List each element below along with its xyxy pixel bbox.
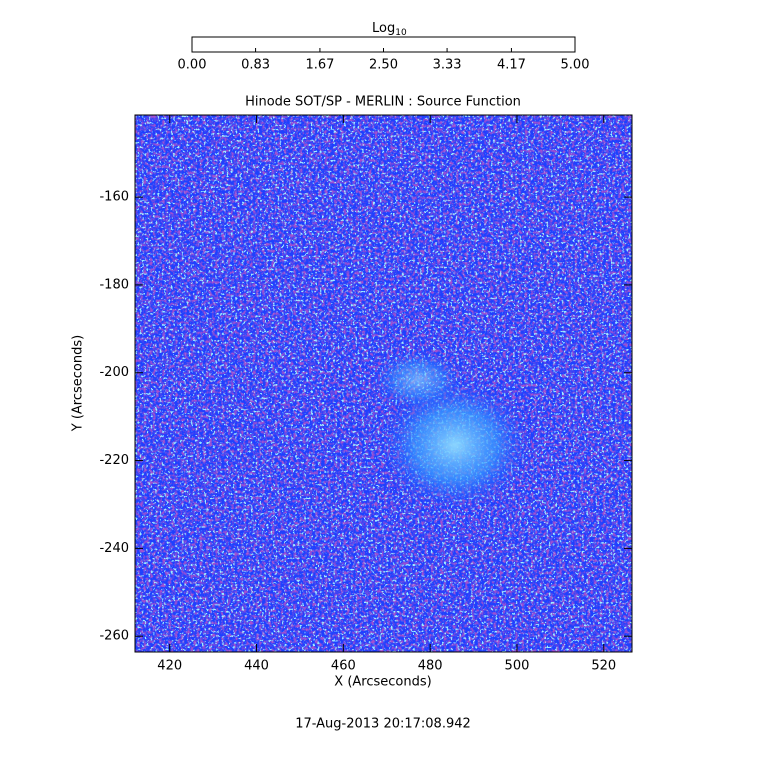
y-tick-label: -260 <box>99 629 129 644</box>
y-tick-label: -220 <box>99 453 129 468</box>
plot-frame <box>134 114 633 653</box>
chart-title: Hinode SOT/SP - MERLIN : Source Function <box>245 95 521 110</box>
x-tick-label: 440 <box>244 659 269 674</box>
x-tick-label: 420 <box>157 659 182 674</box>
colorbar-tick-label: 2.50 <box>369 58 398 73</box>
x-tick-label: 520 <box>591 659 616 674</box>
y-tick-label: -160 <box>99 190 129 205</box>
x-tick-label: 460 <box>331 659 356 674</box>
colorbar-tick-label: 0.83 <box>241 58 270 73</box>
x-tick-label: 500 <box>505 659 530 674</box>
colorbar-tick-label: 4.17 <box>497 58 526 73</box>
colorbar-label: Log10 <box>372 21 407 38</box>
x-tick-label: 480 <box>418 659 443 674</box>
colorbar-tick-label: 3.33 <box>433 58 462 73</box>
y-tick-label: -180 <box>99 277 129 292</box>
y-tick-label: -240 <box>99 541 129 556</box>
colorbar-tick-label: 0.00 <box>178 58 207 73</box>
solar-image <box>135 115 632 652</box>
y-axis-label: Y (Arcseconds) <box>71 335 86 432</box>
footer-date: 17-Aug-2013 20:17:08.942 <box>295 717 471 732</box>
x-axis-label: X (Arcseconds) <box>334 675 431 690</box>
colorbar-tick-label: 5.00 <box>561 58 590 73</box>
colorbar-tick-label: 1.67 <box>305 58 334 73</box>
y-tick-label: -200 <box>99 365 129 380</box>
